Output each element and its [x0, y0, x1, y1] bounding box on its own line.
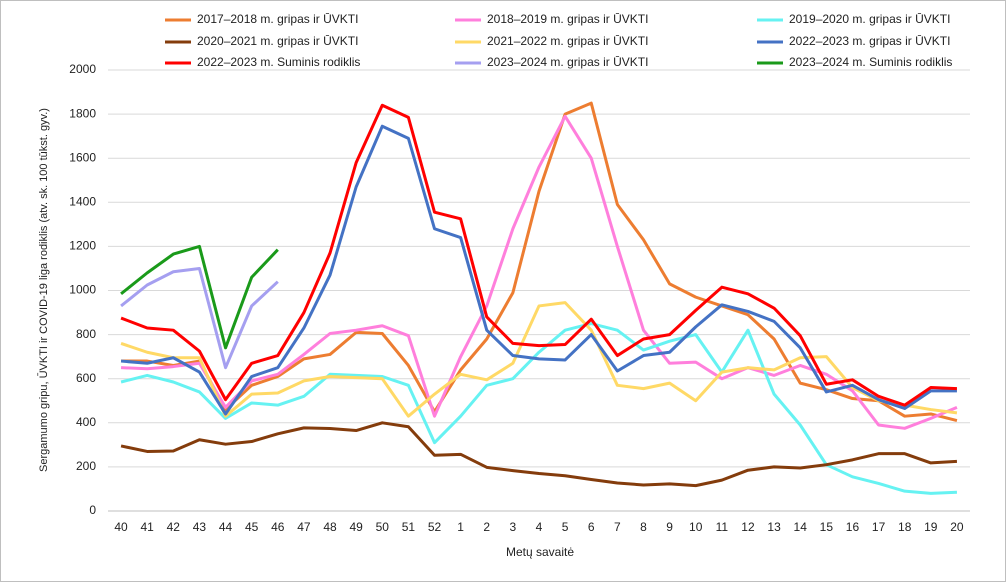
x-axis-label: Metų savaitė	[506, 545, 574, 559]
y-axis-label: Sergamumo gripu, ŪVKTI ir COVID-19 liga …	[38, 108, 50, 472]
x-tick-label: 4	[536, 520, 543, 534]
x-tick-label: 43	[193, 520, 207, 534]
x-tick-label: 52	[428, 520, 442, 534]
series-line	[120, 103, 958, 407]
legend-label: 2019–2020 m. gripas ir ŪVKTI	[789, 12, 950, 26]
x-tick-label: 5	[562, 520, 569, 534]
series-line	[120, 244, 279, 350]
x-tick-label: 10	[689, 520, 703, 534]
y-tick-label: 600	[76, 371, 96, 385]
legend-label: 2018–2019 m. gripas ir ŪVKTI	[487, 12, 648, 26]
y-tick-label: 2000	[69, 62, 96, 76]
x-tick-label: 3	[510, 520, 517, 534]
x-tick-label: 11	[716, 520, 729, 534]
x-tick-label: 47	[297, 520, 311, 534]
x-tick-label: 45	[245, 520, 259, 534]
x-tick-label: 9	[666, 520, 673, 534]
x-tick-label: 48	[323, 520, 337, 534]
x-tick-label: 6	[588, 520, 595, 534]
legend-label: 2020–2021 m. gripas ir ŪVKTI	[197, 34, 358, 48]
x-tick-label: 16	[846, 520, 860, 534]
x-tick-label: 40	[114, 520, 128, 534]
series-line	[120, 266, 279, 370]
y-tick-label: 1000	[69, 283, 96, 297]
series-line	[120, 114, 958, 430]
x-tick-label: 50	[376, 520, 390, 534]
y-tick-label: 1400	[69, 194, 96, 208]
x-tick-label: 8	[640, 520, 647, 534]
x-tick-label: 13	[767, 520, 781, 534]
y-tick-label: 1200	[69, 239, 96, 253]
x-tick-label: 44	[219, 520, 233, 534]
x-tick-label: 51	[402, 520, 416, 534]
x-tick-label: 20	[950, 520, 964, 534]
x-tick-label: 42	[167, 520, 181, 534]
x-tick-label: 7	[614, 520, 621, 534]
legend-label: 2023–2024 m. Suminis rodiklis	[789, 55, 952, 69]
y-tick-label: 1600	[69, 150, 96, 164]
legend-label: 2021–2022 m. gripas ir ŪVKTI	[487, 34, 648, 48]
series-line	[120, 322, 958, 495]
x-tick-label: 14	[794, 520, 808, 534]
legend-label: 2023–2024 m. gripas ir ŪVKTI	[487, 55, 648, 69]
x-tick-label: 46	[271, 520, 285, 534]
legend-label: 2022–2023 m. Suminis rodiklis	[197, 55, 360, 69]
y-tick-label: 400	[76, 415, 96, 429]
x-tick-label: 15	[820, 520, 834, 534]
y-tick-label: 1800	[69, 106, 96, 120]
x-tick-label: 41	[141, 520, 155, 534]
x-tick-label: 18	[898, 520, 912, 534]
y-tick-label: 200	[76, 459, 96, 473]
series-line	[120, 301, 958, 418]
x-tick-label: 49	[349, 520, 363, 534]
series-line	[120, 124, 957, 416]
x-tick-label: 12	[741, 520, 755, 534]
x-tick-label: 1	[457, 520, 464, 534]
x-tick-label: 19	[924, 520, 938, 534]
x-tick-label: 17	[872, 520, 886, 534]
x-tick-label: 2	[483, 520, 490, 534]
legend-label: 2022–2023 m. gripas ir ŪVKTI	[789, 34, 950, 48]
y-tick-label: 0	[89, 503, 96, 517]
series-line	[121, 101, 958, 423]
series-line	[120, 421, 958, 488]
legend-label: 2017–2018 m. gripas ir ŪVKTI	[197, 12, 358, 26]
y-tick-label: 800	[76, 327, 96, 341]
